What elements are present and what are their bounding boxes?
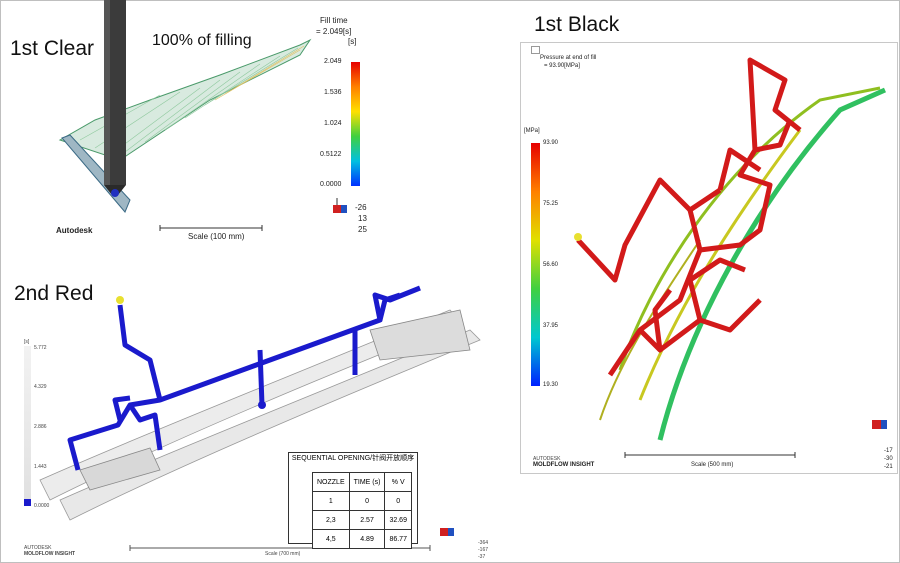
red-legend-unit: [s]: [24, 339, 30, 345]
red-tick: 0.0000: [34, 503, 50, 509]
red-brand-autodesk: AUTODESK: [24, 545, 52, 551]
clear-tick: 2.049: [324, 58, 342, 65]
black-tick: 19.30: [543, 382, 559, 388]
black-coord: -21: [884, 464, 893, 470]
sequence-header: NOZZLE: [312, 472, 350, 492]
black-brand-moldflow: MOLDFLOW INSIGHT: [533, 462, 595, 468]
table-row: 1 0 0: [312, 491, 412, 511]
clear-title: 1st Clear: [10, 37, 95, 60]
black-tick: 37.95: [543, 323, 559, 329]
black-legend-title: Pressure at end of fill: [540, 55, 597, 61]
table-row: NOZZLE TIME (s) % V: [312, 472, 412, 492]
clear-coord: -26: [355, 203, 367, 212]
table-row: 4,5 4.89 86.77: [312, 529, 412, 549]
sequence-cell: 4.89: [348, 529, 386, 549]
sequence-cell: 32.69: [384, 510, 412, 530]
black-window-icon: [531, 46, 540, 54]
clear-tick: 0.5122: [320, 151, 342, 158]
clear-scale-label: Scale (100 mm): [188, 232, 245, 241]
sequence-table: NOZZLE TIME (s) % V 1 0 0 2,3 2.57 32.69…: [312, 472, 412, 549]
sequence-header: TIME (s): [348, 472, 386, 492]
clear-tick: 1.536: [324, 89, 342, 96]
red-legend-colorbar: [24, 346, 31, 506]
clear-legend-unit: [s]: [348, 37, 357, 46]
red-tick: 2.886: [34, 424, 47, 430]
black-tick: 56.60: [543, 262, 559, 268]
table-row: 2,3 2.57 32.69: [312, 510, 412, 530]
black-coord: -30: [884, 456, 893, 462]
red-coord: -364: [478, 540, 489, 546]
sequence-cell: 0: [384, 491, 412, 511]
clear-coord: 13: [358, 214, 367, 223]
clear-coord: 25: [358, 225, 367, 234]
sequence-header: % V: [384, 472, 412, 492]
clear-autodesk-logo: Autodesk: [56, 226, 93, 235]
black-tick: 75.25: [543, 201, 559, 207]
black-legend-unit: [MPa]: [524, 128, 540, 134]
red-brand-moldflow: MOLDFLOW INSIGHT: [24, 551, 76, 557]
sequence-cell: 86.77: [384, 529, 412, 549]
clear-legend-title: Fill time: [320, 16, 348, 25]
black-tick: 93.90: [543, 140, 559, 146]
red-scale-label: Scale (700 mm): [265, 551, 301, 557]
clear-filling-label: 100% of filling: [152, 32, 252, 49]
black-brand-autodesk: AUTODESK: [533, 456, 561, 462]
black-scale-label: Scale (500 mm): [691, 462, 734, 468]
clear-tick: 0.0000: [320, 181, 342, 188]
red-title: 2nd Red: [14, 282, 94, 305]
clear-tick: 1.024: [324, 120, 342, 127]
sequence-cell: 2,3: [312, 510, 350, 530]
black-coord: -17: [884, 448, 893, 454]
red-coord: -37: [478, 554, 486, 560]
red-tick: 5.772: [34, 345, 47, 351]
clear-legend-value: = 2.049[s]: [316, 27, 352, 36]
red-tick: 4.329: [34, 384, 47, 390]
sequence-cell: 0: [348, 491, 386, 511]
red-coord: -167: [478, 547, 489, 553]
black-legend-value: = 93.90[MPa]: [544, 63, 580, 69]
red-tick: 1.443: [34, 464, 47, 470]
sequence-cell: 4,5: [312, 529, 350, 549]
black-legend-colorbar: [531, 143, 540, 386]
sequence-cell: 1: [312, 491, 350, 511]
red-legend-fill: [24, 499, 31, 506]
sequence-cell: 2.57: [348, 510, 386, 530]
black-title: 1st Black: [534, 13, 620, 36]
clear-legend-colorbar: [351, 62, 360, 186]
